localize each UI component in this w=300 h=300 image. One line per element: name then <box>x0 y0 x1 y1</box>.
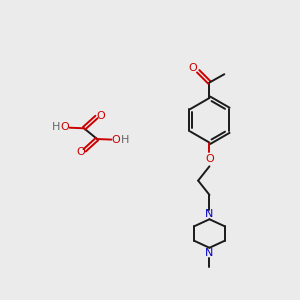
Text: O: O <box>96 110 105 121</box>
Text: O: O <box>188 63 197 73</box>
Text: N: N <box>205 209 214 219</box>
Text: N: N <box>205 248 214 258</box>
Text: O: O <box>205 154 214 164</box>
Text: O: O <box>76 147 85 157</box>
Text: O: O <box>61 122 69 132</box>
Text: H: H <box>121 135 129 145</box>
Text: H: H <box>52 122 61 132</box>
Text: O: O <box>112 135 121 145</box>
